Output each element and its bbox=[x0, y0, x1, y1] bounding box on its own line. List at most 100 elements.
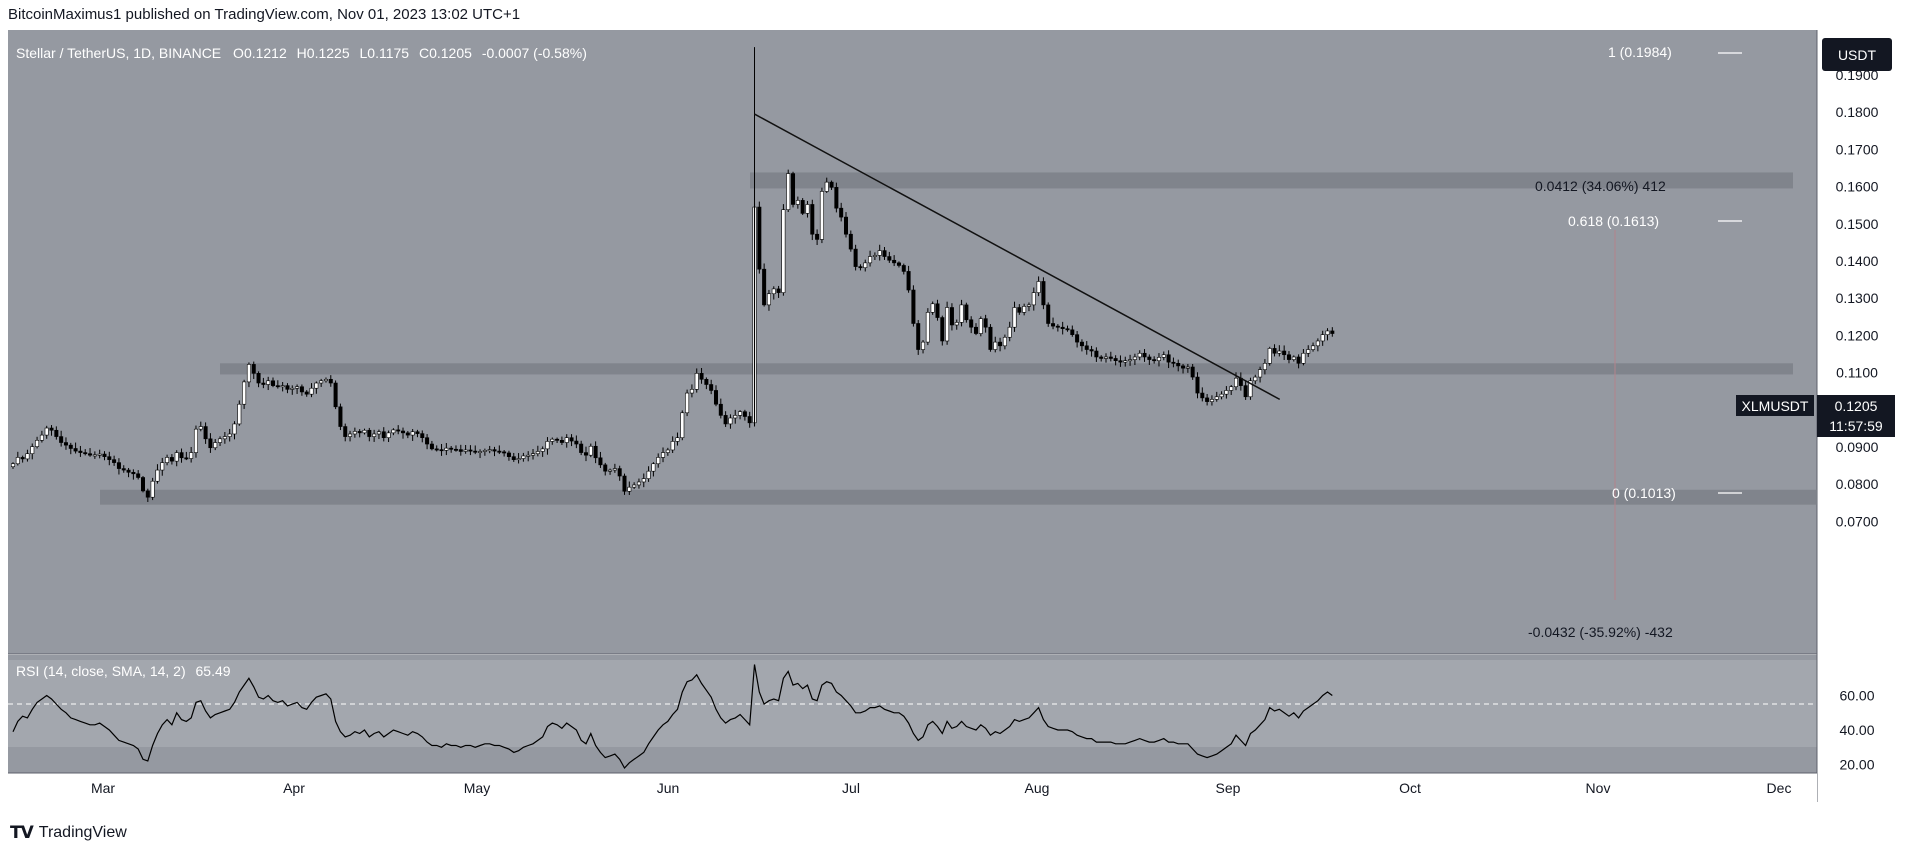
candle-up bbox=[15, 457, 20, 465]
symbol-legend[interactable]: Stellar / TetherUS, 1D, BINANCE O0.1212 … bbox=[16, 45, 587, 61]
candle-up bbox=[165, 457, 170, 463]
candle-down bbox=[1330, 330, 1335, 334]
descending-trendline[interactable] bbox=[754, 113, 1281, 401]
candle-down bbox=[1041, 281, 1046, 306]
candle-down bbox=[983, 318, 988, 328]
candle-down bbox=[1176, 362, 1181, 367]
candle-down bbox=[54, 429, 59, 437]
month-tick-label: Oct bbox=[1399, 780, 1421, 796]
candle-up bbox=[482, 450, 487, 452]
candle-down bbox=[718, 403, 723, 416]
time-axis[interactable] bbox=[8, 773, 1817, 802]
candle-down bbox=[473, 450, 478, 453]
candle-down bbox=[1190, 366, 1195, 378]
candle-up bbox=[222, 436, 227, 440]
rsi-value: 65.49 bbox=[196, 663, 231, 679]
candle-down bbox=[68, 444, 73, 449]
candle-down bbox=[63, 442, 68, 446]
candle-up bbox=[376, 431, 381, 435]
price-tick-label: 0.1300 bbox=[1836, 290, 1879, 306]
candle-up bbox=[227, 433, 232, 437]
candle-down bbox=[357, 431, 362, 434]
candle-up bbox=[1301, 352, 1306, 364]
fib-level-0: 0 (0.1013) bbox=[1612, 485, 1676, 501]
measure-up-label: 0.0412 (34.06%) 412 bbox=[1535, 178, 1666, 194]
candle-down bbox=[502, 451, 507, 454]
candle-up bbox=[819, 191, 824, 240]
candle-up bbox=[531, 453, 536, 456]
candle-down bbox=[425, 437, 430, 445]
candle-down bbox=[583, 452, 588, 456]
candle-down bbox=[145, 490, 150, 498]
tradingview-brand[interactable]: 𝗧𝗩 TradingView bbox=[10, 823, 127, 843]
candle-up bbox=[959, 304, 964, 323]
candle-up bbox=[656, 457, 661, 465]
candle-up bbox=[612, 468, 617, 471]
candle-down bbox=[940, 317, 945, 342]
candle-down bbox=[829, 181, 834, 188]
candle-up bbox=[1311, 345, 1316, 350]
candle-down bbox=[401, 430, 406, 434]
candle-down bbox=[275, 385, 280, 388]
price-tick-label: 0.0800 bbox=[1836, 476, 1879, 492]
candle-up bbox=[641, 478, 646, 483]
candle-down bbox=[1296, 356, 1301, 364]
candle-down bbox=[261, 382, 266, 385]
candle-up bbox=[632, 484, 637, 488]
candle-up bbox=[218, 438, 223, 443]
candle-up bbox=[670, 441, 675, 451]
currency-button[interactable] bbox=[1822, 38, 1892, 71]
candle-up bbox=[246, 364, 251, 383]
candle-down bbox=[83, 452, 88, 455]
candle-down bbox=[1166, 354, 1171, 363]
candle-down bbox=[112, 459, 117, 463]
candle-up bbox=[564, 437, 569, 443]
candle-down bbox=[1060, 326, 1065, 330]
candle-up bbox=[242, 381, 247, 405]
legend-change: -0.0007 (-0.58%) bbox=[482, 45, 587, 61]
price-tick-label: 0.0700 bbox=[1836, 513, 1879, 529]
candle-up bbox=[323, 378, 328, 382]
price-tick-label: 0.0900 bbox=[1836, 439, 1879, 455]
candle-up bbox=[954, 322, 959, 326]
horizontal-zone bbox=[100, 489, 1817, 505]
fib-level-1: 1 (0.1984) bbox=[1608, 44, 1672, 60]
candle-up bbox=[526, 454, 531, 457]
candle-down bbox=[1272, 348, 1277, 354]
candle-up bbox=[1277, 350, 1282, 354]
candle-down bbox=[396, 429, 401, 432]
candle-down bbox=[747, 416, 752, 424]
candle-down bbox=[622, 475, 627, 492]
candle-up bbox=[863, 262, 868, 268]
candle-down bbox=[497, 450, 502, 453]
candle-down bbox=[1099, 356, 1104, 359]
candle-up bbox=[30, 446, 35, 454]
candle-up bbox=[651, 463, 656, 472]
candle-down bbox=[559, 440, 564, 443]
candle-down bbox=[973, 326, 978, 334]
candle-down bbox=[762, 268, 767, 306]
candle-up bbox=[155, 469, 160, 482]
candle-up bbox=[198, 426, 203, 430]
candle-up bbox=[545, 441, 550, 450]
candle-down bbox=[742, 411, 747, 417]
candle-up bbox=[646, 470, 651, 479]
candle-down bbox=[453, 448, 458, 451]
candle-up bbox=[1306, 349, 1311, 354]
legend-close: 0.1205 bbox=[429, 45, 472, 61]
candle-down bbox=[1147, 356, 1152, 360]
candle-up bbox=[193, 428, 198, 453]
candle-down bbox=[815, 233, 820, 240]
candle-down bbox=[1118, 360, 1123, 363]
candle-up bbox=[627, 486, 632, 492]
candle-down bbox=[420, 433, 425, 439]
candle-down bbox=[858, 266, 863, 269]
candle-down bbox=[208, 438, 213, 449]
candle-down bbox=[88, 453, 93, 456]
candle-down bbox=[78, 450, 83, 453]
candle-up bbox=[1320, 334, 1325, 342]
candle-down bbox=[251, 364, 256, 374]
candle-down bbox=[328, 378, 333, 384]
candle-up bbox=[877, 250, 882, 256]
